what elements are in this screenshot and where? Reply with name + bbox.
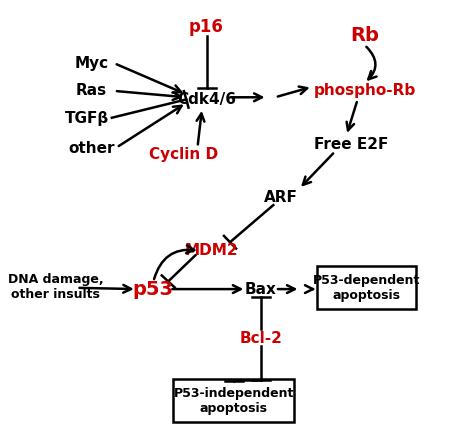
Text: Myc: Myc <box>74 56 109 71</box>
Text: ARF: ARF <box>264 190 298 205</box>
Text: TGFβ: TGFβ <box>65 111 109 126</box>
Text: Free E2F: Free E2F <box>314 137 388 152</box>
Text: Ras: Ras <box>76 83 107 98</box>
Text: Rb: Rb <box>350 26 379 45</box>
Text: MDM2: MDM2 <box>184 243 238 258</box>
Text: phospho-Rb: phospho-Rb <box>313 83 416 98</box>
FancyBboxPatch shape <box>173 379 294 422</box>
FancyBboxPatch shape <box>317 266 416 309</box>
Text: other: other <box>68 141 115 156</box>
Text: DNA damage,
other insults: DNA damage, other insults <box>8 273 103 301</box>
Text: P53-dependent
apoptosis: P53-dependent apoptosis <box>313 274 420 302</box>
Text: p53: p53 <box>132 280 173 299</box>
Text: Cyclin D: Cyclin D <box>149 147 219 162</box>
Text: Bax: Bax <box>245 281 277 296</box>
Text: Bcl-2: Bcl-2 <box>239 331 282 346</box>
Text: Cdk4/6: Cdk4/6 <box>177 92 236 107</box>
Text: p16: p16 <box>189 18 224 36</box>
Text: P53-independent
apoptosis: P53-independent apoptosis <box>173 387 294 415</box>
